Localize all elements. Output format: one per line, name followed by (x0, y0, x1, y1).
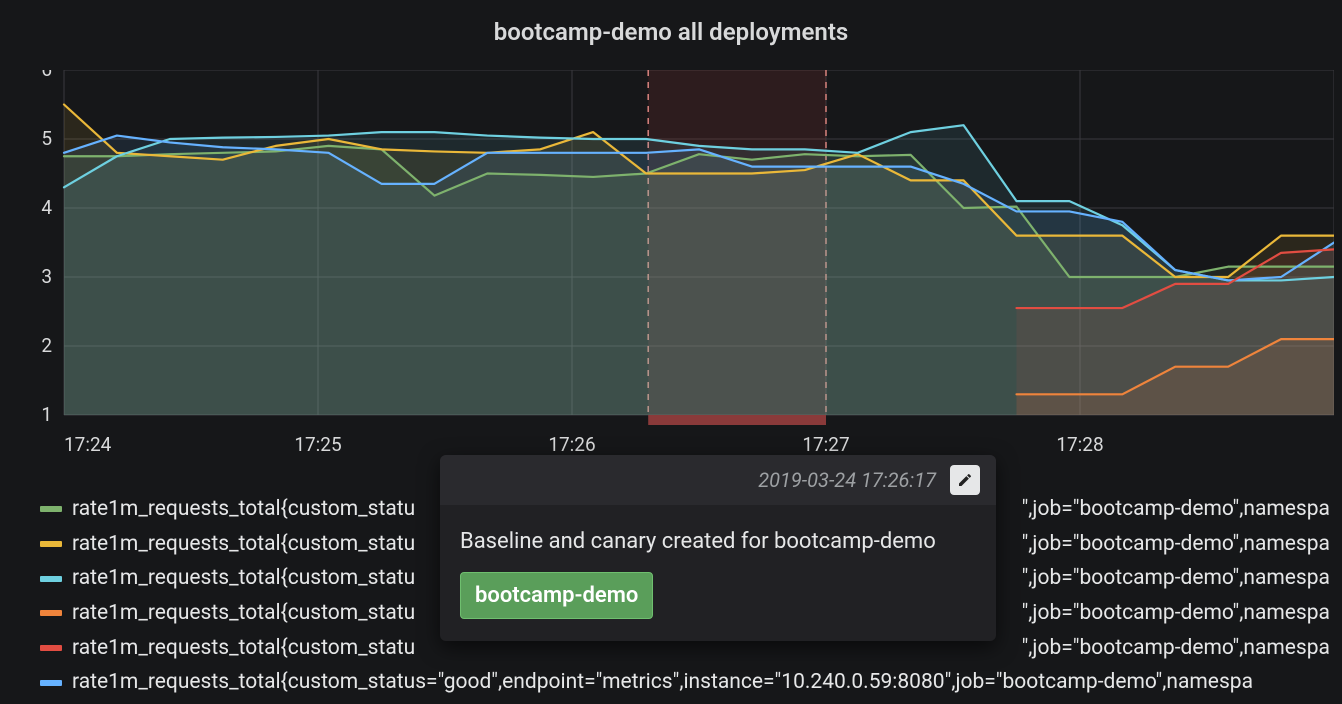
legend-swatch (40, 680, 62, 686)
pencil-icon (957, 472, 973, 488)
svg-text:5: 5 (41, 127, 52, 150)
legend-label-right: ",job="bootcamp-demo",namespa (1022, 561, 1330, 596)
legend-item[interactable]: rate1m_requests_total{custom_status="goo… (40, 665, 1330, 700)
svg-text:6: 6 (41, 70, 52, 81)
legend-swatch (40, 506, 62, 512)
legend-label: rate1m_requests_total{custom_statu (72, 527, 415, 562)
tooltip-tag[interactable]: bootcamp-demo (460, 572, 653, 619)
tooltip-body: Baseline and canary created for bootcamp… (440, 505, 996, 641)
svg-text:4: 4 (41, 196, 52, 219)
legend-swatch (40, 645, 62, 651)
legend-label-right: ",job="bootcamp-demo",namespa (1022, 631, 1330, 666)
edit-annotation-button[interactable] (950, 465, 980, 495)
svg-text:17:25: 17:25 (294, 433, 341, 456)
chart-area[interactable]: 1 2 3 4 5 6 17:24 17:25 17:26 17:27 17:28 (28, 70, 1334, 484)
legend-swatch (40, 576, 62, 582)
svg-text:17:28: 17:28 (1056, 433, 1103, 456)
chart-panel: bootcamp-demo all deployments 1 2 3 4 5 6 17:2… (0, 0, 1342, 704)
svg-text:17:26: 17:26 (548, 433, 595, 456)
line-chart-svg: 1 2 3 4 5 6 17:24 17:25 17:26 17:27 17:28 (28, 70, 1334, 480)
legend-label: rate1m_requests_total{custom_status="goo… (72, 665, 1253, 700)
annotation-tooltip: 2019-03-24 17:26:17 Baseline and canary … (440, 455, 996, 641)
legend-label: rate1m_requests_total{custom_statu (72, 492, 415, 527)
svg-text:3: 3 (41, 265, 52, 288)
svg-text:17:24: 17:24 (64, 433, 112, 456)
legend-swatch (40, 610, 62, 616)
svg-text:1: 1 (41, 403, 52, 426)
tooltip-message: Baseline and canary created for bootcamp… (460, 525, 976, 558)
svg-text:17:27: 17:27 (802, 433, 849, 456)
legend-swatch (40, 541, 62, 547)
legend-label: rate1m_requests_total{custom_statu (72, 561, 415, 596)
legend-label-right: ",job="bootcamp-demo",namespa (1022, 527, 1330, 562)
legend-label-right: ",job="bootcamp-demo",namespa (1022, 492, 1330, 527)
svg-text:2: 2 (41, 334, 52, 357)
tooltip-header: 2019-03-24 17:26:17 (440, 455, 996, 505)
legend-label-right: ",job="bootcamp-demo",namespa (1022, 596, 1330, 631)
tooltip-timestamp: 2019-03-24 17:26:17 (758, 468, 936, 492)
panel-title: bootcamp-demo all deployments (0, 0, 1342, 46)
legend-label: rate1m_requests_total{custom_statu (72, 631, 415, 666)
legend-label: rate1m_requests_total{custom_statu (72, 596, 415, 631)
